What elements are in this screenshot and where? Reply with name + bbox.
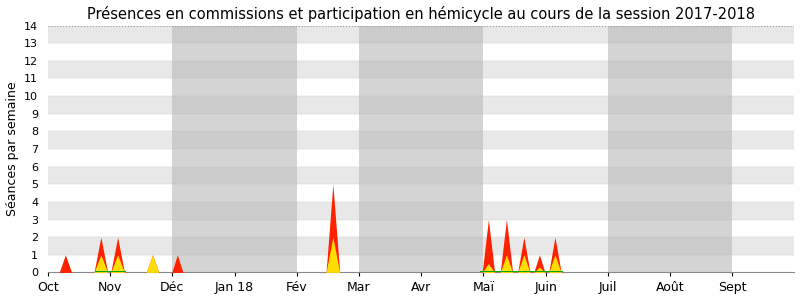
Bar: [48, 61, 794, 78]
Bar: [48, 237, 794, 255]
Bar: [48, 167, 794, 184]
Bar: [422, 26, 483, 272]
Y-axis label: Séances par semaine: Séances par semaine: [6, 82, 18, 216]
Title: Présences en commissions et participation en hémicycle au cours de la session 20: Présences en commissions et participatio…: [87, 6, 755, 22]
Bar: [48, 220, 794, 237]
Bar: [48, 114, 794, 131]
Bar: [172, 26, 234, 272]
Bar: [48, 255, 794, 272]
Bar: [670, 26, 732, 272]
Bar: [48, 26, 794, 43]
Bar: [48, 184, 794, 202]
Bar: [48, 43, 794, 61]
Bar: [48, 131, 794, 149]
Bar: [48, 78, 794, 96]
Bar: [608, 26, 670, 272]
Bar: [48, 96, 794, 114]
Bar: [48, 202, 794, 220]
Bar: [234, 26, 297, 272]
Bar: [359, 26, 422, 272]
Bar: [48, 149, 794, 166]
